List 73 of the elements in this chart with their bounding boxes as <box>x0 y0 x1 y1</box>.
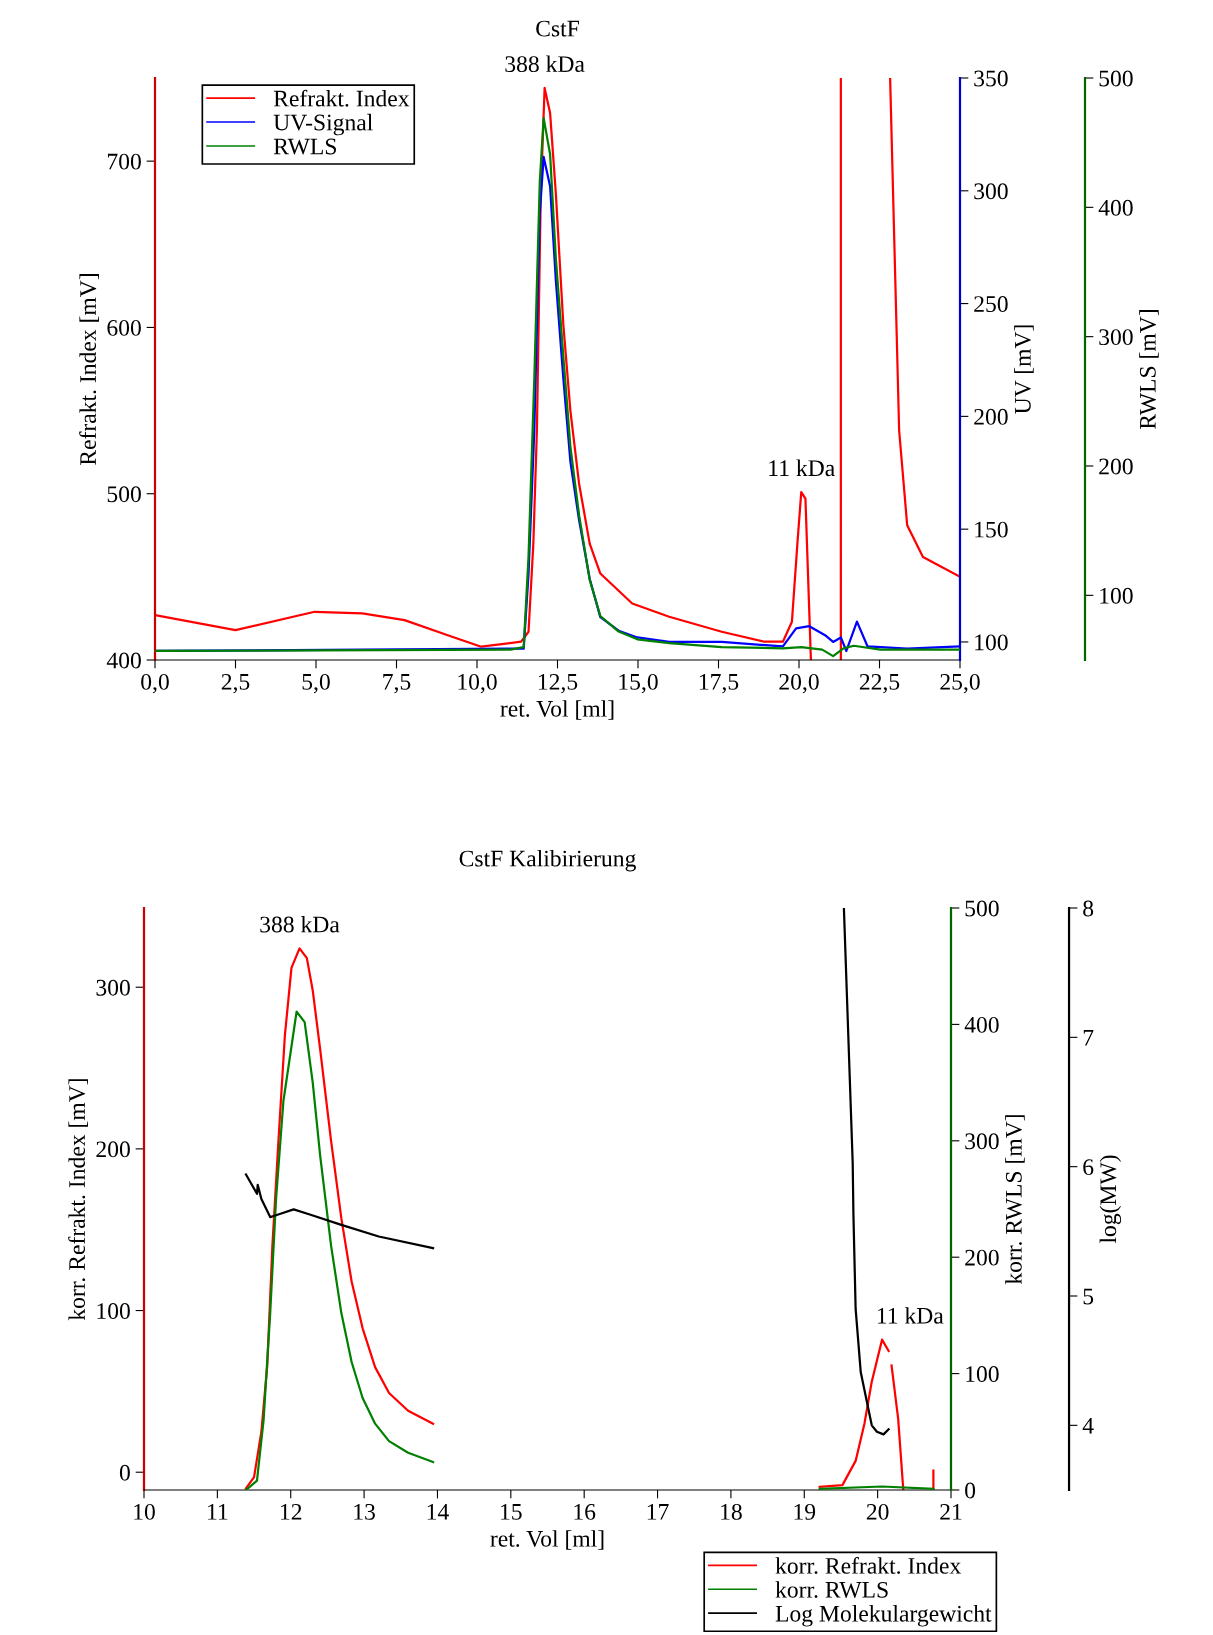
x-tick-label: 13 <box>354 1503 375 1520</box>
y2-tick-label: 400 <box>964 1016 999 1033</box>
y2-tick-label: 200 <box>974 408 1008 425</box>
x-tick-label: 20 <box>866 1503 889 1520</box>
x-tick-label: 10,0 <box>458 673 497 694</box>
x-tick-label: 22,5 <box>859 673 900 694</box>
y-tick-label: 0 <box>119 1464 130 1481</box>
x-tick-label: 10 <box>134 1503 155 1520</box>
y-tick-label: 700 <box>107 153 141 170</box>
y2-tick-label: 100 <box>975 634 1008 651</box>
y-tick-label: 600 <box>107 319 141 336</box>
x-tick-label: 15,0 <box>619 673 658 694</box>
legend-label: Refrakt. Index <box>273 89 410 107</box>
x-axis-title: ret. Vol [ml] <box>500 700 614 720</box>
x-axis-title: ret. Vol [ml] <box>490 1530 604 1550</box>
y3-tick-label: 7 <box>1083 1030 1094 1046</box>
y3-tick-label: 8 <box>1083 900 1094 917</box>
x-tick-label: 15 <box>501 1503 522 1520</box>
y2-tick-label: 200 <box>965 1249 999 1266</box>
y2-tick-label: 500 <box>965 900 999 917</box>
legend-label: Log Molekulargewicht <box>775 1605 992 1627</box>
x-tick-label: 0,0 <box>141 673 169 694</box>
y3-tick-label: 4 <box>1082 1417 1094 1434</box>
y-axis-title: Refrakt. Index [mV] <box>79 274 99 466</box>
legend-label: korr. Refrakt. Index <box>775 1557 961 1574</box>
y3-tick-label: 400 <box>1098 199 1133 216</box>
annotation: 388 kDa <box>505 55 585 73</box>
x-tick-label: 18 <box>721 1503 742 1520</box>
legend-label: RWLS <box>273 138 336 155</box>
x-tick-label: 16 <box>574 1503 596 1520</box>
x-tick-label: 7,5 <box>383 674 411 694</box>
y3-axis-title: log(MW) <box>1099 1155 1122 1244</box>
x-tick-label: 25,0 <box>940 673 980 694</box>
y2-tick-label: 100 <box>966 1366 999 1383</box>
x-tick-label: 12,5 <box>538 673 578 694</box>
y-tick-label: 400 <box>106 652 141 669</box>
y-tick-label: 300 <box>96 979 130 996</box>
y3-tick-label: 100 <box>1100 587 1133 604</box>
chart-title: CstF Kalibirierung <box>459 849 636 872</box>
x-tick-label: 17,5 <box>699 673 739 694</box>
y3-tick-label: 6 <box>1083 1159 1094 1176</box>
y-tick-label: 500 <box>107 486 141 503</box>
x-tick-label: 2,5 <box>221 673 250 694</box>
y3-axis-title: RWLS [mV] <box>1139 310 1159 429</box>
y2-tick-label: 150 <box>975 521 1008 538</box>
y2-axis-title: UV [mV] <box>1014 325 1034 414</box>
annotation: 388 kDa <box>260 915 340 933</box>
x-tick-label: 21 <box>940 1503 962 1520</box>
x-tick-label: 5,0 <box>302 673 330 694</box>
y2-axis-title: korr. RWLS [mV] <box>1005 1115 1025 1285</box>
annotation: 11 kDa <box>877 1307 944 1324</box>
y2-tick-label: 0 <box>965 1482 976 1499</box>
x-tick-label: 12 <box>281 1503 302 1520</box>
y-tick-label: 200 <box>96 1141 130 1158</box>
legend-label: UV-Signal <box>273 113 373 136</box>
annotation: 11 kDa <box>769 459 835 477</box>
x-tick-label: 17 <box>647 1503 669 1520</box>
y-tick-label: 100 <box>97 1303 130 1319</box>
x-tick-label: 20,0 <box>779 673 819 694</box>
x-tick-label: 19 <box>794 1503 816 1520</box>
y-axis-title: korr. Refrakt. Index [mV] <box>68 1079 88 1321</box>
x-tick-label: 11 <box>208 1503 228 1520</box>
legend-label: korr. RWLS <box>775 1581 888 1598</box>
x-tick-label: 14 <box>427 1503 449 1520</box>
y2-tick-label: 350 <box>974 70 1008 87</box>
chart-title: CstF <box>536 20 579 37</box>
y2-tick-label: 300 <box>974 183 1008 200</box>
y3-tick-label: 5 <box>1083 1288 1094 1305</box>
y3-tick-label: 500 <box>1099 70 1133 87</box>
y3-tick-label: 300 <box>1099 329 1133 346</box>
y2-tick-label: 300 <box>965 1133 999 1150</box>
y2-tick-label: 250 <box>974 296 1008 313</box>
y3-tick-label: 200 <box>1099 458 1133 475</box>
